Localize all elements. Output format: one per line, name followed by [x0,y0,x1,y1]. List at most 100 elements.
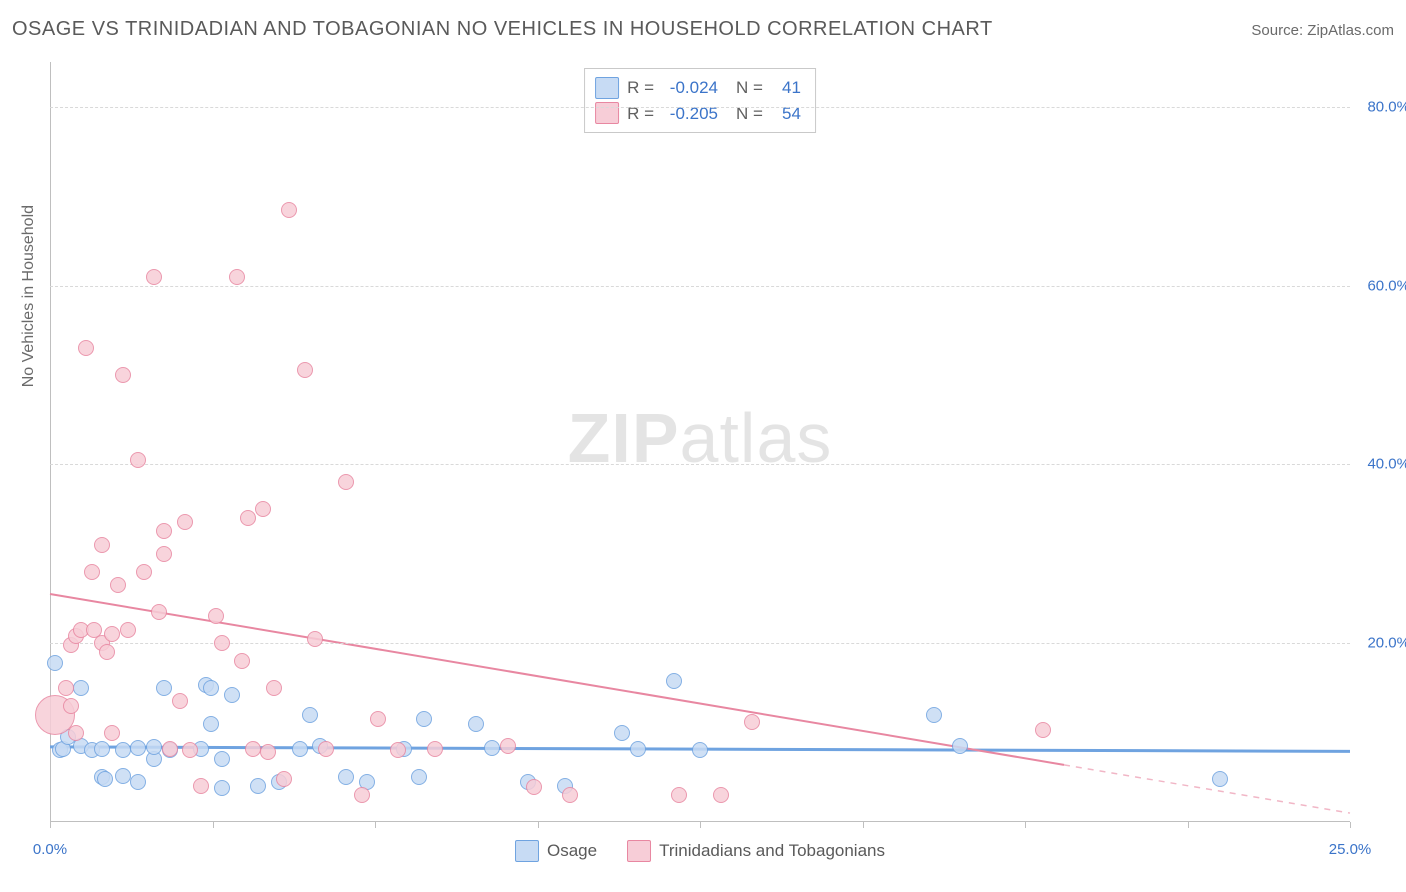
chart-title: OSAGE VS TRINIDADIAN AND TOBAGONIAN NO V… [12,18,993,41]
data-point-trinidad[interactable] [84,564,100,580]
data-point-osage[interactable] [302,707,318,723]
data-point-osage[interactable] [115,768,131,784]
data-point-osage[interactable] [926,707,942,723]
data-point-osage[interactable] [666,673,682,689]
data-point-osage[interactable] [338,769,354,785]
source-link[interactable]: ZipAtlas.com [1307,22,1394,39]
data-point-trinidad[interactable] [136,564,152,580]
y-tick-label: 20.0% [1355,635,1406,652]
n-value-trinidad: 54 [771,101,801,127]
y-tick-label: 80.0% [1355,98,1406,115]
data-point-trinidad[interactable] [172,693,188,709]
data-point-trinidad[interactable] [562,787,578,803]
legend-label-osage: Osage [547,841,597,861]
data-point-trinidad[interactable] [78,340,94,356]
correlation-box: R = -0.024 N = 41 R = -0.205 N = 54 [584,68,816,133]
x-tick-label: 0.0% [33,841,67,858]
r-value-osage: -0.024 [662,75,718,101]
data-point-trinidad[interactable] [162,741,178,757]
gridline [50,464,1350,465]
title-bar: OSAGE VS TRINIDADIAN AND TOBAGONIAN NO V… [12,18,1394,41]
data-point-trinidad[interactable] [104,725,120,741]
data-point-osage[interactable] [484,740,500,756]
data-point-trinidad[interactable] [104,626,120,642]
data-point-osage[interactable] [1212,771,1228,787]
legend-label-trinidad: Trinidadians and Tobagonians [659,841,885,861]
data-point-osage[interactable] [130,740,146,756]
data-point-trinidad[interactable] [713,787,729,803]
data-point-trinidad[interactable] [240,510,256,526]
data-point-trinidad[interactable] [182,742,198,758]
data-point-osage[interactable] [47,655,63,671]
data-point-trinidad[interactable] [229,269,245,285]
data-point-osage[interactable] [214,780,230,796]
data-point-trinidad[interactable] [214,635,230,651]
data-point-trinidad[interactable] [307,631,323,647]
data-point-trinidad[interactable] [427,741,443,757]
data-point-osage[interactable] [130,774,146,790]
correlation-row-trinidad: R = -0.205 N = 54 [595,101,801,127]
r-value-trinidad: -0.205 [662,101,718,127]
data-point-trinidad[interactable] [177,514,193,530]
data-point-trinidad[interactable] [260,744,276,760]
data-point-trinidad[interactable] [151,604,167,620]
data-point-trinidad[interactable] [266,680,282,696]
data-point-trinidad[interactable] [1035,722,1051,738]
data-point-osage[interactable] [73,680,89,696]
data-point-trinidad[interactable] [370,711,386,727]
data-point-osage[interactable] [614,725,630,741]
data-point-trinidad[interactable] [234,653,250,669]
legend-swatch-trinidad [627,840,651,862]
data-point-osage[interactable] [203,680,219,696]
data-point-osage[interactable] [115,742,131,758]
data-point-trinidad[interactable] [245,741,261,757]
data-point-trinidad[interactable] [115,367,131,383]
data-point-osage[interactable] [94,741,110,757]
data-point-trinidad[interactable] [297,362,313,378]
data-point-osage[interactable] [214,751,230,767]
data-point-osage[interactable] [468,716,484,732]
data-point-trinidad[interactable] [130,452,146,468]
data-point-osage[interactable] [952,738,968,754]
data-point-trinidad[interactable] [338,474,354,490]
data-point-trinidad[interactable] [281,202,297,218]
data-point-trinidad[interactable] [156,546,172,562]
data-point-trinidad[interactable] [156,523,172,539]
legend-item-osage[interactable]: Osage [515,840,597,862]
data-point-osage[interactable] [692,742,708,758]
data-point-trinidad[interactable] [146,269,162,285]
data-point-trinidad[interactable] [58,680,74,696]
data-point-osage[interactable] [292,741,308,757]
data-point-osage[interactable] [416,711,432,727]
legend-item-trinidad[interactable]: Trinidadians and Tobagonians [627,840,885,862]
data-point-osage[interactable] [630,741,646,757]
data-point-trinidad[interactable] [354,787,370,803]
data-point-osage[interactable] [203,716,219,732]
data-point-trinidad[interactable] [99,644,115,660]
data-point-trinidad[interactable] [208,608,224,624]
data-point-trinidad[interactable] [110,577,126,593]
data-point-osage[interactable] [224,687,240,703]
data-point-trinidad[interactable] [744,714,760,730]
data-point-trinidad[interactable] [255,501,271,517]
data-point-trinidad[interactable] [390,742,406,758]
data-point-trinidad[interactable] [68,725,84,741]
data-point-trinidad[interactable] [120,622,136,638]
data-point-trinidad[interactable] [276,771,292,787]
data-point-osage[interactable] [146,739,162,755]
n-label: N = [736,101,763,127]
data-point-trinidad[interactable] [318,741,334,757]
x-tick [1025,822,1026,828]
data-point-trinidad[interactable] [63,698,79,714]
y-tick-label: 40.0% [1355,456,1406,473]
data-point-osage[interactable] [97,771,113,787]
data-point-trinidad[interactable] [526,779,542,795]
data-point-osage[interactable] [250,778,266,794]
data-point-osage[interactable] [156,680,172,696]
data-point-trinidad[interactable] [94,537,110,553]
data-point-trinidad[interactable] [671,787,687,803]
data-point-trinidad[interactable] [500,738,516,754]
data-point-osage[interactable] [411,769,427,785]
x-tick [213,822,214,828]
data-point-trinidad[interactable] [193,778,209,794]
